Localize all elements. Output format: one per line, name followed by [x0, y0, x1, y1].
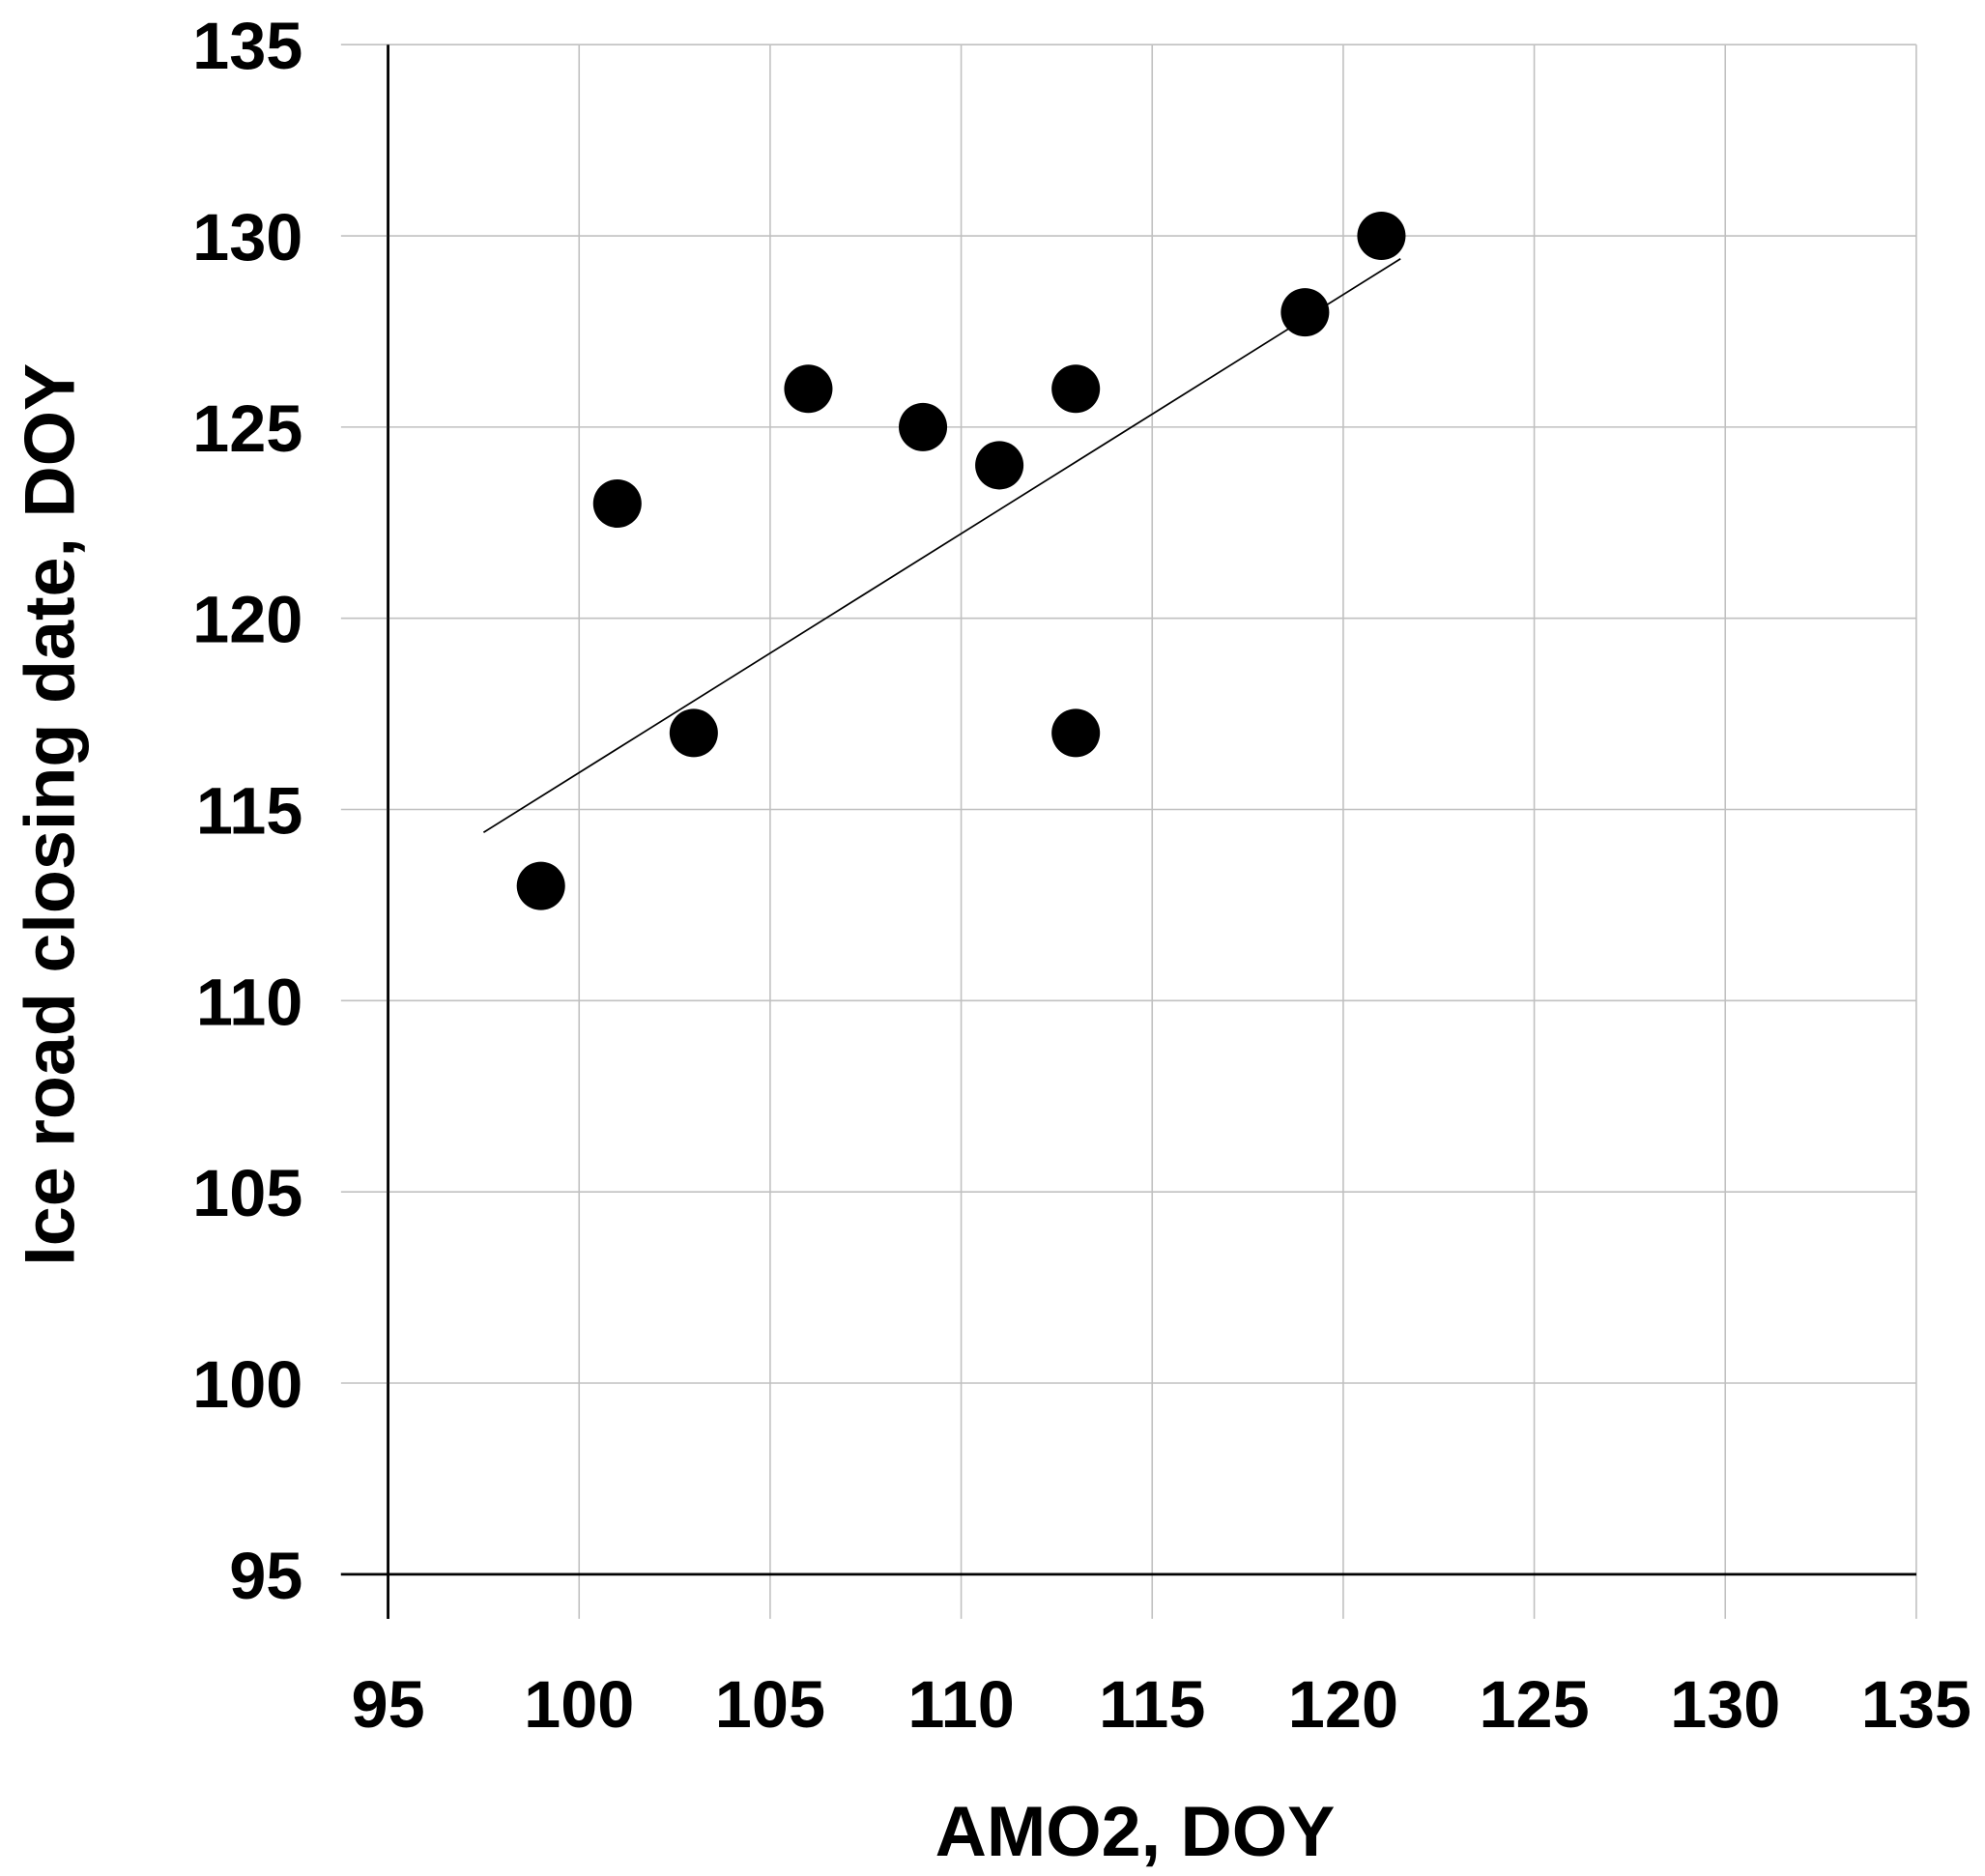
data-point: [1280, 288, 1330, 337]
y-tick-label: 115: [196, 774, 302, 849]
y-tick-label: 135: [192, 9, 302, 83]
y-tick-label: 105: [192, 1156, 302, 1230]
data-point: [1051, 708, 1101, 758]
data-point: [975, 441, 1024, 490]
data-point: [592, 478, 642, 529]
x-tick-label: 120: [1288, 1667, 1398, 1742]
axes: [340, 44, 1916, 1619]
x-tick-label: 115: [1099, 1667, 1205, 1742]
data-point: [899, 402, 948, 451]
x-tick-label: 135: [1861, 1667, 1971, 1742]
y-axis-label: Ice road closing date, DOY: [9, 363, 89, 1266]
trendline-group: [482, 258, 1401, 833]
y-tick-label: 95: [229, 1539, 302, 1613]
y-tick-label: 110: [196, 965, 302, 1039]
x-tick-label: 110: [907, 1667, 1014, 1742]
x-axis-label: AMO2, DOY: [935, 1791, 1336, 1871]
y-tick-label: 130: [192, 200, 302, 274]
x-tick-label: 105: [715, 1667, 825, 1742]
y-tick-label: 120: [192, 583, 302, 657]
data-point: [516, 861, 565, 910]
y-tick-labels: 95 100 105 110 115 120 125 130 135: [192, 9, 302, 1613]
x-tick-labels: 95 100 105 110 115 120 125 130 135: [352, 1667, 1972, 1742]
y-tick-label: 125: [192, 391, 302, 466]
data-points: [516, 212, 1406, 910]
x-tick-label: 130: [1670, 1667, 1780, 1742]
data-point: [1357, 212, 1406, 261]
x-tick-label: 95: [352, 1667, 425, 1742]
x-tick-label: 100: [524, 1667, 634, 1742]
data-point: [669, 708, 718, 758]
data-point: [1051, 364, 1101, 414]
x-tick-label: 125: [1479, 1667, 1589, 1742]
data-point: [784, 364, 833, 414]
y-tick-label: 100: [192, 1347, 302, 1422]
trendline: [482, 258, 1401, 833]
grid: [340, 43, 1917, 1619]
